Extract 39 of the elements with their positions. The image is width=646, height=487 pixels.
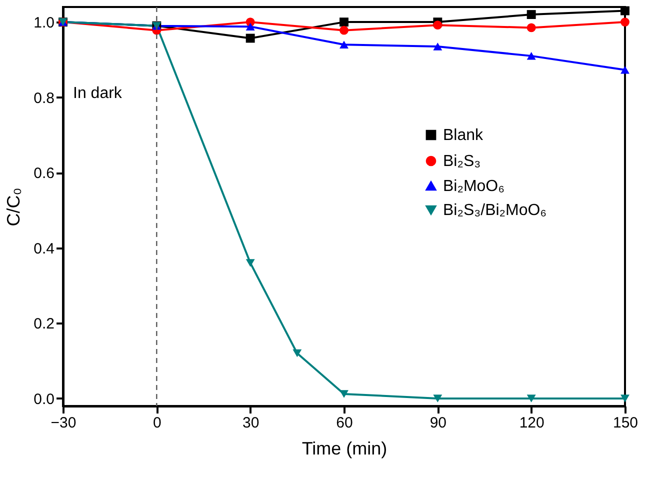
y-tick-label: 0.6 <box>34 165 54 182</box>
x-tick-label: 60 <box>336 414 353 432</box>
legend-label: Blank <box>443 127 484 144</box>
point <box>246 22 255 30</box>
annotation: In dark <box>73 85 123 102</box>
x-tick-label: −30 <box>50 414 76 432</box>
point <box>340 40 348 49</box>
x-tick-label: 30 <box>242 414 260 432</box>
y-tick-label: 1.0 <box>34 14 54 32</box>
x-tick-label: 90 <box>430 414 447 432</box>
point <box>433 42 442 50</box>
point <box>620 18 630 27</box>
y-tick-label: 0.8 <box>34 90 54 107</box>
point <box>246 259 255 267</box>
point <box>340 390 348 398</box>
x-tick-label: 0 <box>152 414 162 432</box>
x-axis-title: Time (min) <box>302 438 388 458</box>
point <box>292 349 302 358</box>
point <box>620 394 630 402</box>
point <box>246 34 255 43</box>
point <box>433 394 442 402</box>
point <box>340 18 348 27</box>
point <box>526 10 536 19</box>
point <box>620 6 630 16</box>
point <box>620 66 630 74</box>
y-tick-label: 0.0 <box>34 390 54 408</box>
point <box>526 394 536 402</box>
y-tick-label: 0.4 <box>34 240 54 258</box>
y-tick-label: 0.2 <box>34 316 54 333</box>
point <box>433 20 442 30</box>
legend-label: Bi₂MoO₆ <box>443 178 505 195</box>
point <box>526 52 536 60</box>
x-tick-label: 150 <box>612 414 638 432</box>
point <box>340 26 348 35</box>
x-tick-label: 120 <box>519 414 544 432</box>
legend-label: Bi₂S₃/Bi₂MoO₆ <box>443 202 547 219</box>
y-axis-title: C/C₀ <box>4 188 24 226</box>
point <box>526 23 536 32</box>
legend-label: Bi₂S₃ <box>443 153 481 170</box>
